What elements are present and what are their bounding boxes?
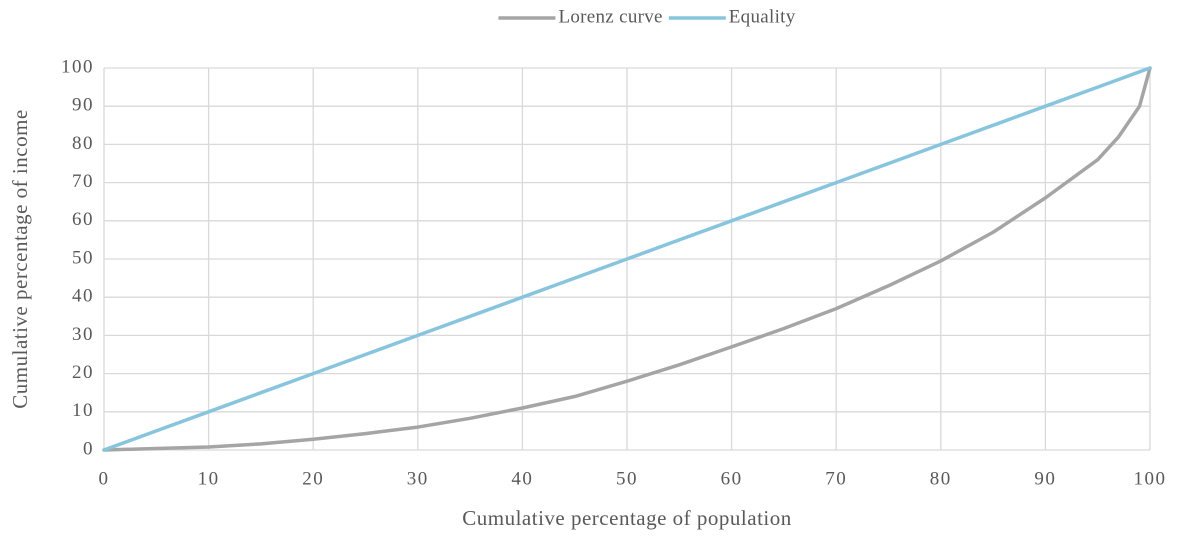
y-tick-label: 20 [72,362,94,383]
legend-label: Lorenz curve [558,6,662,27]
x-tick-label: 80 [930,468,952,489]
y-axis-title: Cumulative percentage of income [8,109,32,408]
line-series [102,66,1152,452]
x-tick-label: 10 [198,468,220,489]
x-tick-label: 30 [407,468,429,489]
y-tick-label: 60 [72,209,94,230]
y-tick-label: 100 [61,56,94,77]
y-tick-label: 70 [72,171,94,192]
x-tick-label: 40 [511,468,533,489]
line-series [102,66,1152,452]
x-tick-label: 70 [825,468,847,489]
y-tick-label: 80 [72,133,94,154]
y-tick-label: 0 [83,438,94,459]
x-axis-title: Cumulative percentage of population [462,506,792,530]
y-tick-label: 90 [72,95,94,116]
x-tick-label: 20 [302,468,324,489]
x-tick-label: 60 [721,468,743,489]
y-tick-label: 40 [72,286,94,307]
x-tick-label: 50 [616,468,638,489]
x-tick-label: 0 [99,468,110,489]
legend-label: Equality [729,6,796,27]
x-tick-label: 90 [1034,468,1056,489]
y-tick-label: 10 [72,400,94,421]
y-tick-label: 30 [72,324,94,345]
y-tick-label: 50 [72,247,94,268]
x-tick-label: 100 [1134,468,1167,489]
